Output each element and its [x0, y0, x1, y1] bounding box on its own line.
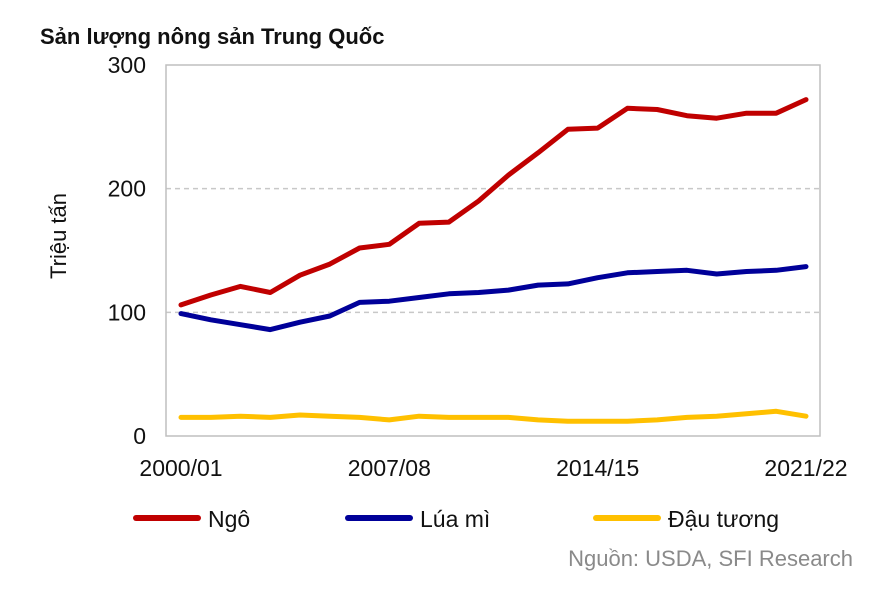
y-tick-label: 200 [108, 176, 146, 202]
x-tick-label: 2000/01 [139, 455, 222, 481]
x-tick-label: 2014/15 [556, 455, 639, 481]
legend-label-2: Lúa mì [420, 506, 490, 532]
series-line-3 [178, 408, 809, 424]
y-tick-label: 300 [108, 52, 146, 78]
series-line-1 [178, 97, 809, 308]
y-tick-label: 100 [108, 299, 146, 325]
x-tick-label: 2021/22 [764, 455, 847, 481]
x-tick-label: 2007/08 [348, 455, 431, 481]
x-axis-ticks: 2000/01 2007/08 2014/15 2021/22 [139, 455, 847, 481]
source-note: Nguồn: USDA, SFI Research [568, 546, 853, 571]
chart-title: Sản lượng nông sản Trung Quốc [40, 24, 384, 49]
legend: Ngô Lúa mì Đậu tương [133, 506, 779, 532]
series-lines [178, 97, 809, 424]
legend-label-1: Ngô [208, 506, 250, 532]
y-axis-ticks: 0 100 200 300 [108, 52, 146, 449]
legend-label-3: Đậu tương [668, 506, 779, 532]
series-line-2 [178, 264, 809, 333]
y-axis-label: Triệu tấn [46, 193, 71, 279]
y-tick-label: 0 [133, 423, 146, 449]
plot-area [165, 64, 821, 437]
